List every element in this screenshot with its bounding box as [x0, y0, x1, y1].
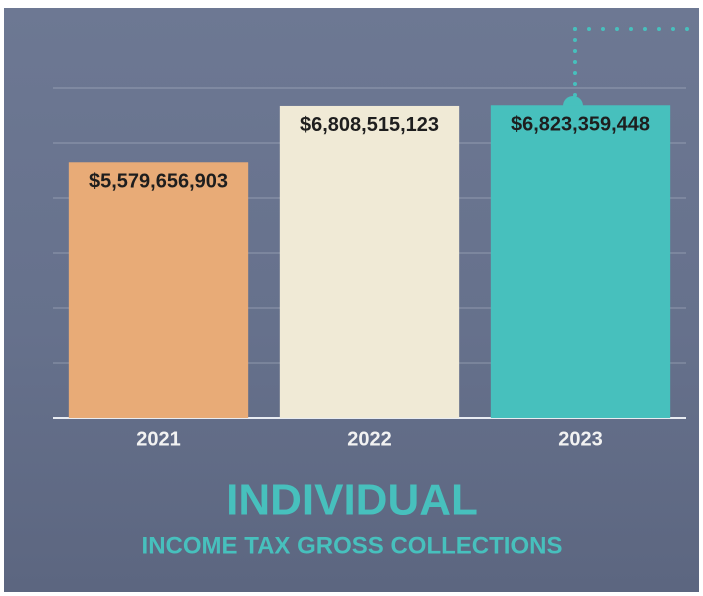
- chart-title: INDIVIDUAL: [226, 476, 478, 525]
- bar: [279, 105, 460, 418]
- chart-subtitle: INCOME TAX GROSS COLLECTIONS: [142, 532, 563, 559]
- value-label: $6,808,515,123: [300, 114, 439, 136]
- bar: [68, 162, 249, 418]
- bar: [490, 105, 671, 418]
- value-label: $5,579,656,903: [89, 171, 228, 193]
- x-tick-label: 2023: [558, 428, 603, 450]
- bars: $5,579,656,903 2021 $6,808,515,123 2022 $6,8…: [68, 105, 671, 450]
- value-label: $6,823,359,448: [511, 114, 650, 136]
- x-tick-label: 2021: [136, 428, 181, 450]
- x-tick-label: 2022: [347, 428, 392, 450]
